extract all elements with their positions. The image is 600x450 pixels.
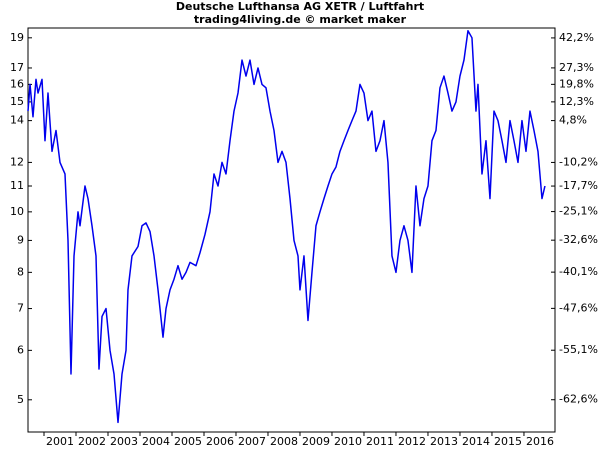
y2-tick-label: 4,8% — [559, 114, 587, 127]
y2-tick-label: 27,3% — [559, 61, 594, 74]
y2-tick-label: -25,1% — [559, 205, 598, 218]
x-tick-label: 2010 — [334, 435, 362, 448]
x-tick-label: 2007 — [238, 435, 266, 448]
y-tick-label: 10 — [10, 205, 24, 218]
y2-tick-label: -10,2% — [559, 155, 598, 168]
x-tick-label: 2011 — [366, 435, 394, 448]
y2-tick-label: 42,2% — [559, 31, 594, 44]
y2-tick-label: -17,7% — [559, 179, 598, 192]
y-tick-label: 12 — [10, 155, 24, 168]
y2-tick-label: 19,8% — [559, 77, 594, 90]
y-tick-label: 6 — [17, 343, 24, 356]
y-tick-label: 11 — [10, 179, 24, 192]
x-tick-label: 2006 — [206, 435, 234, 448]
y2-tick-label: -40,1% — [559, 265, 598, 278]
x-tick-label: 2009 — [302, 435, 330, 448]
x-tick-label: 2003 — [110, 435, 138, 448]
y2-tick-label: -55,1% — [559, 343, 598, 356]
x-tick-label: 2001 — [46, 435, 74, 448]
y-tick-label: 17 — [10, 61, 24, 74]
x-tick-label: 2004 — [142, 435, 170, 448]
x-tick-label: 2008 — [270, 435, 298, 448]
x-tick-label: 2014 — [462, 435, 490, 448]
price-line — [27, 30, 546, 424]
y2-tick-label: -47,6% — [559, 301, 598, 314]
plot-frame — [27, 27, 556, 433]
x-tick-label: 2012 — [398, 435, 426, 448]
y-tick-label: 7 — [17, 302, 24, 315]
chart-subtitle: trading4living.de © market maker — [194, 13, 407, 26]
y-tick-label: 9 — [17, 233, 24, 246]
x-tick-label: 2005 — [174, 435, 202, 448]
y-tick-label: 14 — [10, 114, 24, 127]
x-tick-label: 2015 — [494, 435, 522, 448]
y2-tick-label: -32,6% — [559, 233, 598, 246]
x-tick-label: 2016 — [526, 435, 554, 448]
y2-tick-label: 12,3% — [559, 95, 594, 108]
y-tick-label: 16 — [10, 77, 24, 90]
y-tick-label: 8 — [17, 265, 24, 278]
y-tick-label: 15 — [10, 95, 24, 108]
x-tick-label: 2002 — [78, 435, 106, 448]
y2-tick-label: -62,6% — [559, 393, 598, 406]
y-tick-label: 5 — [17, 393, 24, 406]
chart-title: Deutsche Lufthansa AG XETR / Luftfahrt — [176, 0, 424, 13]
x-tick-label: 2013 — [430, 435, 458, 448]
y-tick-label: 19 — [10, 31, 24, 44]
